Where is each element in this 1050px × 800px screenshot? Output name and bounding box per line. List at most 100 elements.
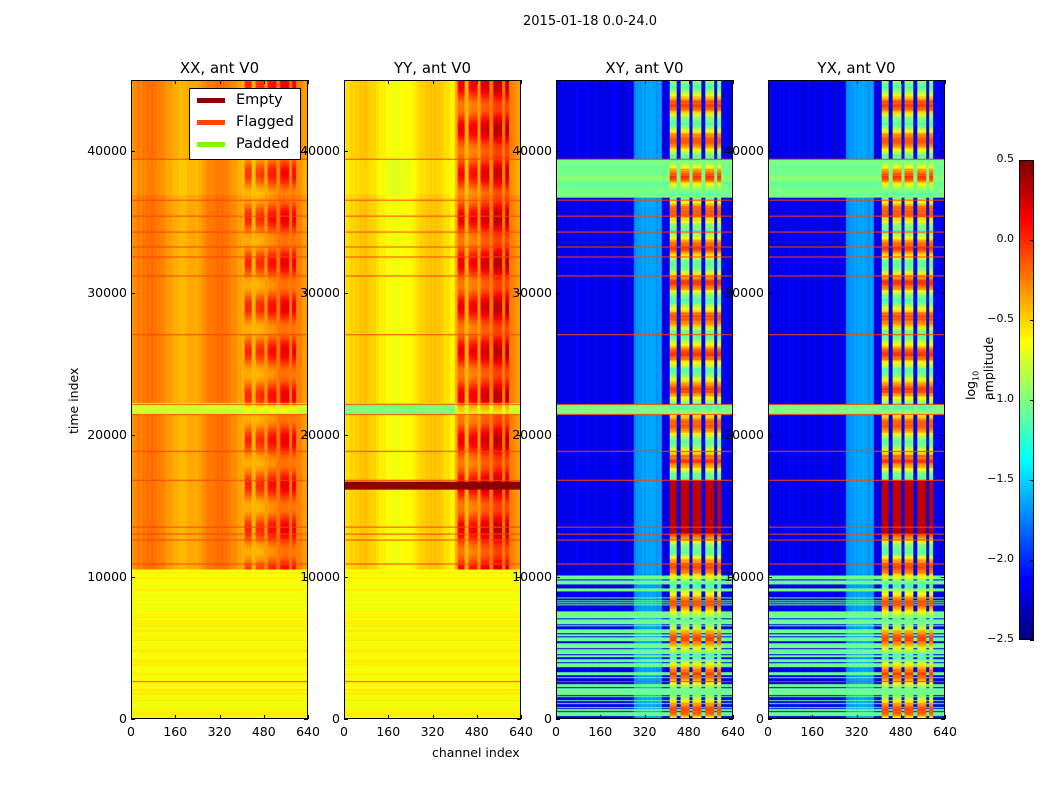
x-tick-label: 160 — [588, 724, 613, 739]
x-tick-label: 160 — [376, 724, 401, 739]
legend-entry-empty: Empty — [197, 90, 283, 110]
y-tick-mark — [344, 435, 348, 436]
y-tick-mark — [304, 719, 308, 720]
x-tick-mark — [344, 715, 345, 719]
y-tick-mark — [556, 293, 560, 294]
heatmap-xx — [132, 81, 307, 718]
x-tick-mark — [900, 80, 902, 84]
x-tick-label: 160 — [163, 724, 188, 739]
y-tick-mark — [768, 293, 772, 294]
x-tick-label: 320 — [420, 724, 445, 739]
y-tick-label: 30000 — [512, 285, 552, 300]
x-tick-mark — [644, 80, 646, 84]
y-tick-mark — [729, 151, 733, 152]
colorbar-label-sub: 10 — [971, 370, 981, 381]
x-tick-label: 320 — [844, 724, 869, 739]
y-tick-label: 30000 — [724, 285, 764, 300]
x-tick-mark — [263, 715, 265, 719]
y-tick-label: 20000 — [300, 427, 340, 442]
y-tick-mark — [768, 577, 772, 578]
x-tick-mark — [556, 715, 557, 719]
x-tick-mark — [856, 715, 858, 719]
legend-swatch-empty — [197, 97, 225, 103]
x-tick-mark — [263, 80, 265, 84]
legend: Empty Flagged Padded — [189, 88, 301, 160]
panel-title-xy: XY, ant V0 — [605, 59, 684, 77]
colorbar-tick-label: −0.5 — [987, 312, 1014, 325]
x-tick-label: 640 — [721, 724, 745, 739]
x-tick-mark — [388, 715, 390, 719]
x-tick-mark — [308, 715, 309, 719]
colorbar-gradient — [1020, 161, 1033, 639]
y-tick-mark — [304, 293, 308, 294]
y-tick-mark — [729, 435, 733, 436]
y-tick-mark — [517, 435, 521, 436]
colorbar-tick-label: −1.5 — [987, 472, 1014, 485]
x-tick-mark — [175, 715, 177, 719]
colorbar-tick-mark — [1030, 400, 1034, 401]
x-tick-mark — [131, 715, 132, 719]
y-tick-mark — [768, 719, 772, 720]
y-tick-mark — [556, 577, 560, 578]
y-tick-label: 40000 — [512, 143, 552, 158]
y-tick-mark — [304, 435, 308, 436]
x-tick-mark — [768, 715, 769, 719]
y-tick-label: 20000 — [724, 427, 764, 442]
heatmap-panel-yx — [768, 80, 945, 719]
x-tick-mark — [344, 80, 345, 84]
colorbar-tick-label: 0.5 — [996, 152, 1015, 165]
y-tick-mark — [304, 577, 308, 578]
y-tick-mark — [131, 151, 135, 152]
colorbar-tick-mark — [1030, 560, 1034, 561]
x-tick-mark — [644, 715, 646, 719]
legend-label-flagged: Flagged — [236, 114, 294, 130]
y-tick-label: 40000 — [724, 143, 764, 158]
x-tick-mark — [856, 80, 858, 84]
x-tick-mark — [308, 80, 309, 84]
y-tick-label: 10000 — [87, 569, 127, 584]
heatmap-xy — [557, 81, 732, 718]
x-tick-label: 0 — [340, 724, 348, 739]
x-tick-label: 480 — [888, 724, 913, 739]
x-tick-label: 0 — [127, 724, 135, 739]
x-tick-label: 320 — [207, 724, 232, 739]
y-tick-mark — [941, 577, 945, 578]
colorbar-label-rest: amplitude — [980, 336, 996, 400]
x-tick-mark — [521, 715, 522, 719]
heatmap-panel-xy — [556, 80, 733, 719]
colorbar-tick-mark — [1030, 640, 1034, 641]
y-tick-label: 40000 — [87, 143, 127, 158]
figure-title: 2015-01-18 0.0-24.0 — [523, 14, 657, 29]
x-tick-mark — [175, 80, 177, 84]
y-tick-mark — [941, 719, 945, 720]
x-tick-mark — [432, 80, 434, 84]
x-tick-label: 480 — [676, 724, 701, 739]
y-tick-label: 30000 — [300, 285, 340, 300]
x-tick-mark — [688, 80, 690, 84]
legend-entry-flagged: Flagged — [197, 112, 294, 132]
legend-swatch-flagged — [197, 119, 225, 125]
x-axis-label: channel index — [432, 745, 520, 760]
x-tick-mark — [432, 715, 434, 719]
panel-title-yx: YX, ant V0 — [817, 59, 896, 77]
x-tick-mark — [131, 80, 132, 84]
x-tick-mark — [388, 80, 390, 84]
legend-entry-padded: Padded — [197, 134, 290, 154]
x-tick-mark — [600, 715, 602, 719]
x-tick-mark — [476, 80, 478, 84]
x-tick-mark — [688, 715, 690, 719]
y-tick-mark — [556, 151, 560, 152]
x-tick-mark — [521, 80, 522, 84]
y-tick-mark — [517, 293, 521, 294]
colorbar-tick-mark — [1030, 480, 1034, 481]
x-tick-label: 0 — [764, 724, 772, 739]
y-tick-mark — [344, 719, 348, 720]
x-tick-label: 480 — [251, 724, 276, 739]
heatmap-yx — [769, 81, 944, 718]
colorbar-label: log10 amplitude — [963, 313, 996, 400]
x-tick-label: 640 — [933, 724, 957, 739]
x-tick-label: 640 — [296, 724, 320, 739]
panel-title-xx: XX, ant V0 — [179, 59, 260, 77]
x-tick-mark — [945, 80, 946, 84]
